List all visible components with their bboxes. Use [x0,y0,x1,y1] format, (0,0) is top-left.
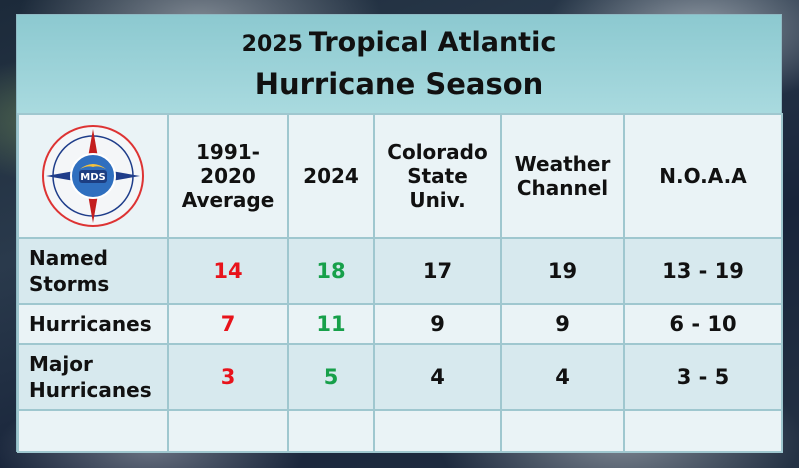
empty-cell [500,409,625,453]
title-year: 2025 [241,32,303,57]
title-line-2: Hurricane Season [254,67,544,101]
row-label-line: Hurricanes [29,312,152,336]
col-header-2024: 2024 [287,113,375,239]
col-header-line: Average [181,188,275,212]
cell-weather-channel: 4 [500,343,625,411]
cell-average: 3 [167,343,289,411]
empty-cell [287,409,375,453]
row-label-line: Major [29,352,93,376]
col-header-line: Weather [514,152,611,176]
row-label-major-hurricanes: Major Hurricanes [17,343,169,411]
cell-noaa: 13 - 19 [623,237,783,305]
cell-2024: 11 [287,303,375,345]
row-label-named-storms: Named Storms [17,237,169,305]
logo-text: MDS [80,172,105,183]
row-label-line: Named [29,246,108,270]
cell-noaa: 3 - 5 [623,343,783,411]
cell-average: 14 [167,237,289,305]
mds-logo: MDS [42,125,144,227]
cell-2024: 18 [287,237,375,305]
cell-average: 7 [167,303,289,345]
col-header-average: 1991- 2020 Average [167,113,289,239]
cell-noaa: 6 - 10 [623,303,783,345]
col-header-line: Univ. [409,188,466,212]
empty-cell [17,409,169,453]
col-header-line: 1991- [196,140,260,164]
cell-csu: 17 [373,237,502,305]
empty-cell [373,409,502,453]
col-header-weather-channel: Weather Channel [500,113,625,239]
row-label-line: Storms [29,272,110,296]
title-text-1: Tropical Atlantic [308,27,557,58]
empty-cell [167,409,289,453]
cell-2024: 5 [287,343,375,411]
forecast-panel: 2025 Tropical Atlantic Hurricane Season [16,14,783,453]
col-header-line: N.O.A.A [659,164,747,188]
table-row-major-hurricanes: Major Hurricanes 3 5 4 4 3 - 5 [17,343,783,411]
table-row-named-storms: Named Storms 14 18 17 19 13 - 19 [17,237,783,305]
col-header-line: State [407,164,468,188]
table-row-empty [17,409,783,453]
header-row: MDS 1991- 2020 Average 2024 Colorado Sta… [17,113,783,239]
col-header-line: 2020 [200,164,256,188]
col-header-csu: Colorado State Univ. [373,113,502,239]
col-header-line: Channel [516,176,609,200]
col-header-noaa: N.O.A.A [623,113,783,239]
logo-cell: MDS [17,113,169,239]
col-header-line: Colorado [387,140,488,164]
title-line-1: 2025 Tropical Atlantic [17,27,781,58]
col-header-line: 2024 [303,164,359,188]
cell-weather-channel: 19 [500,237,625,305]
cell-csu: 9 [373,303,502,345]
row-label-hurricanes: Hurricanes [17,303,169,345]
cell-csu: 4 [373,343,502,411]
forecast-table: MDS 1991- 2020 Average 2024 Colorado Sta… [17,113,783,453]
empty-cell [623,409,783,453]
row-label-line: Hurricanes [29,378,152,402]
title-bar: 2025 Tropical Atlantic Hurricane Season [17,15,781,115]
cell-weather-channel: 9 [500,303,625,345]
table-row-hurricanes: Hurricanes 7 11 9 9 6 - 10 [17,303,783,345]
